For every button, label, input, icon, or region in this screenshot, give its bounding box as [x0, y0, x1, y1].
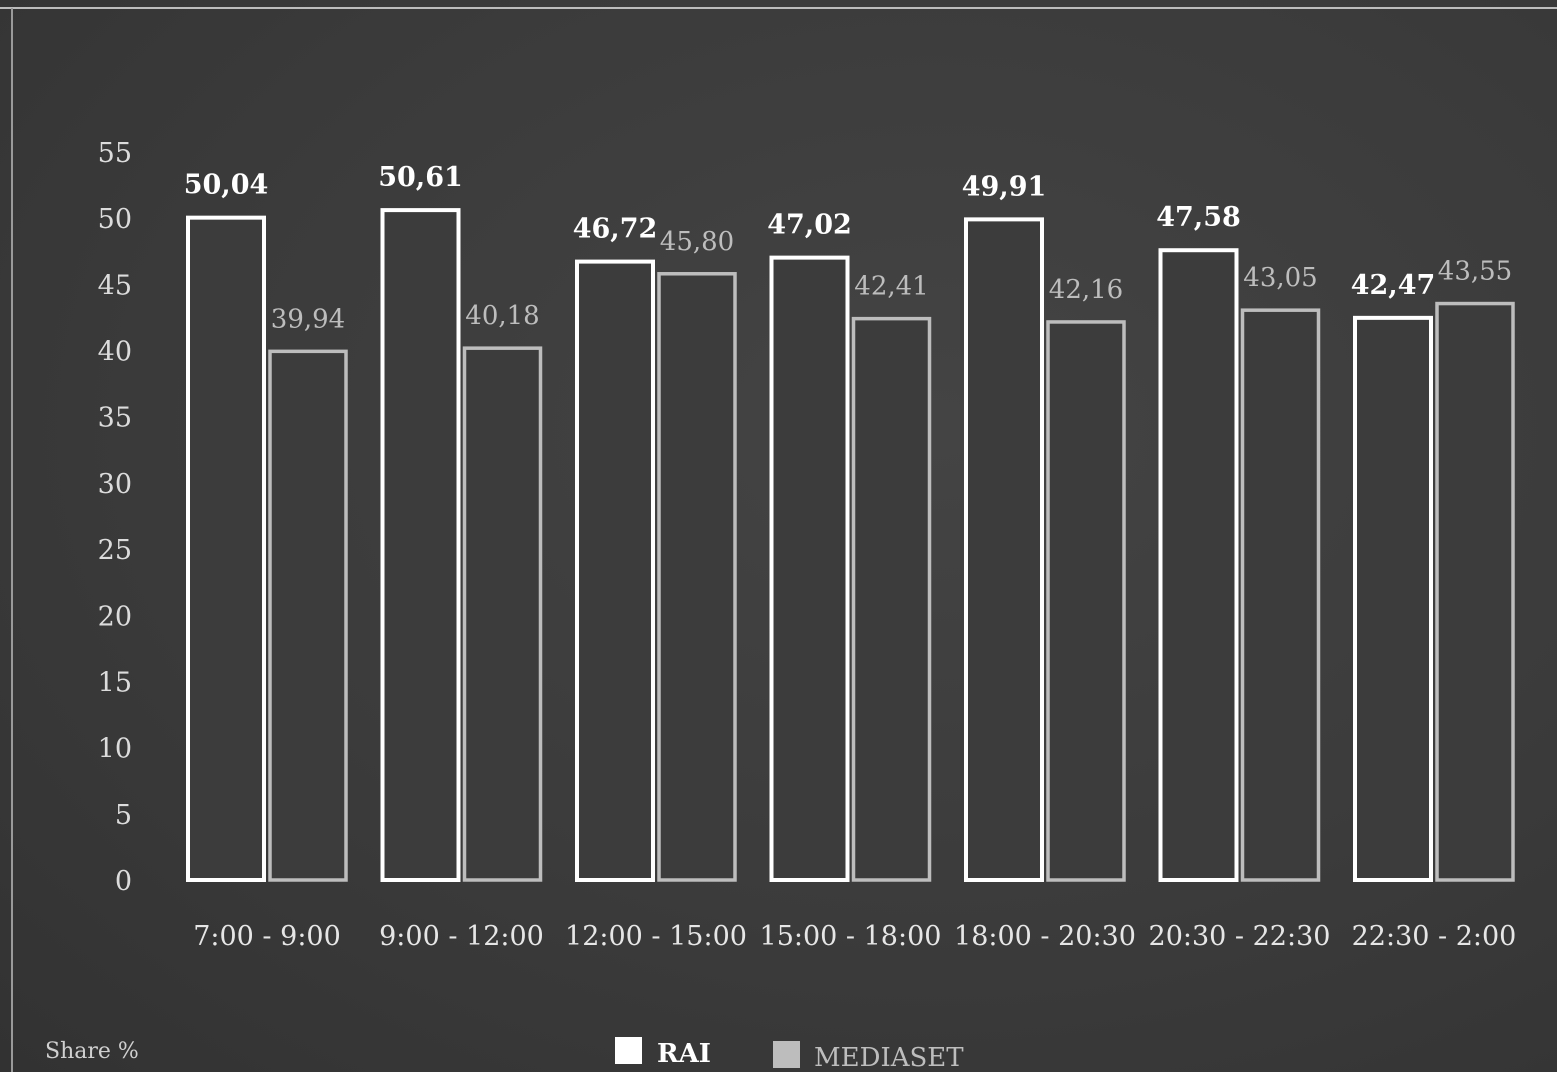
y-axis-label: Share % — [45, 1039, 139, 1064]
bar-mediaset — [462, 346, 543, 882]
bar-rai — [575, 259, 655, 882]
value-labels-group: 50,04 39,94 50,61 40,18 46,72 45,80 47,02 42,41… — [184, 162, 1512, 334]
category-label: 12:00 - 15:00 — [565, 921, 747, 952]
value-label-mediaset: 43,55 — [1438, 257, 1512, 287]
category-label: 15:00 - 18:00 — [760, 921, 942, 952]
bar-mediaset — [851, 316, 932, 882]
value-label-rai: 46,72 — [573, 214, 658, 245]
category-label: 7:00 - 9:00 — [193, 921, 341, 952]
bar-rai — [769, 255, 850, 883]
bar-rai — [186, 215, 266, 883]
value-label-rai: 42,47 — [1351, 270, 1436, 301]
bar-mediaset — [1240, 308, 1321, 882]
value-label-mediaset: 45,80 — [660, 227, 734, 257]
bar-mediaset — [268, 349, 348, 882]
legend-swatch-mediaset — [773, 1041, 800, 1068]
legend-swatch-rai — [615, 1037, 642, 1064]
legend: RAI MEDIASET — [615, 1037, 964, 1072]
value-label-mediaset: 43,05 — [1243, 263, 1317, 293]
value-label-rai: 49,91 — [962, 171, 1047, 202]
y-tick-label: 25 — [98, 535, 132, 566]
y-tick-label: 15 — [98, 667, 132, 698]
value-label-mediaset: 39,94 — [271, 304, 345, 334]
legend-label-rai: RAI — [657, 1039, 711, 1069]
category-label: 18:00 - 20:30 — [954, 921, 1136, 952]
bar-rai — [964, 217, 1044, 882]
value-label-mediaset: 42,41 — [854, 272, 928, 302]
y-tick-label: 5 — [115, 800, 132, 831]
y-tick-label: 40 — [98, 337, 132, 368]
category-label: 22:30 - 2:00 — [1352, 921, 1517, 952]
category-labels-group: 7:00 - 9:00 9:00 - 12:00 12:00 - 15:00 15:0… — [193, 921, 1516, 952]
bar-rai — [1353, 315, 1433, 882]
category-label: 9:00 - 12:00 — [379, 921, 544, 952]
y-tick-label: 45 — [98, 270, 132, 301]
value-label-mediaset: 40,18 — [465, 301, 539, 331]
value-label-mediaset: 42,16 — [1049, 275, 1123, 305]
bar-rai — [380, 208, 461, 882]
y-tick-label: 50 — [98, 204, 132, 235]
y-tick-label: 20 — [98, 601, 132, 632]
legend-label-mediaset: MEDIASET — [814, 1043, 964, 1072]
bars-group — [186, 208, 1515, 883]
y-tick-label: 0 — [115, 866, 132, 897]
bar-mediaset — [1046, 320, 1126, 882]
y-tick-label: 55 — [98, 138, 132, 169]
y-tick-label: 10 — [98, 734, 132, 765]
category-label: 20:30 - 22:30 — [1149, 921, 1331, 952]
value-label-rai: 47,58 — [1156, 202, 1241, 233]
y-tick-label: 30 — [98, 469, 132, 500]
value-label-rai: 47,02 — [767, 210, 852, 241]
value-label-rai: 50,61 — [378, 162, 463, 193]
y-axis-ticks: 0 5 10 15 20 25 30 35 40 45 50 55 — [98, 138, 132, 897]
bar-mediaset — [657, 272, 737, 882]
bar-mediaset — [1435, 301, 1515, 882]
value-label-rai: 50,04 — [184, 170, 269, 201]
bar-rai — [1158, 248, 1239, 883]
y-tick-label: 35 — [98, 403, 132, 434]
